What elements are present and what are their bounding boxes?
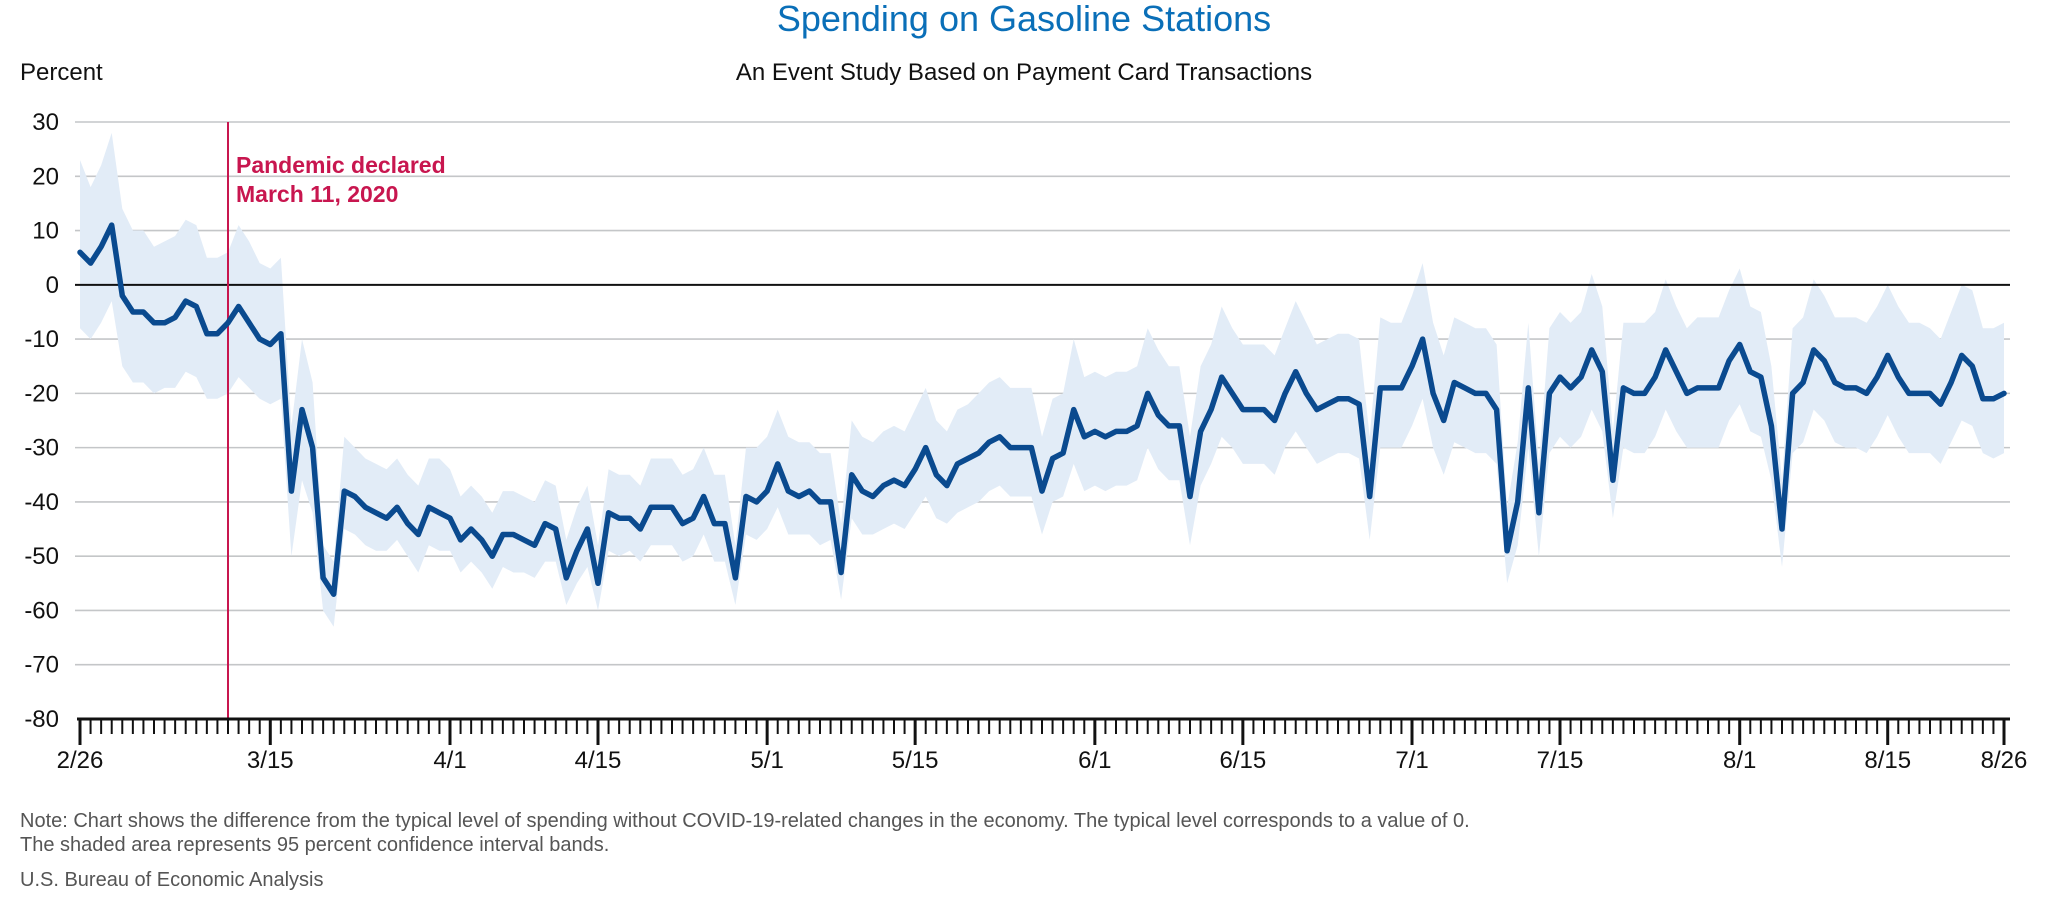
x-tick-label: 4/15: [575, 747, 622, 774]
series-line: [77, 222, 2007, 597]
x-tick-label: 8/1: [1723, 747, 1756, 774]
series-line-layer: [77, 222, 2007, 597]
y-tick-label: 10: [32, 218, 59, 245]
chart-note-line-2: The shaded area represents 95 percent co…: [20, 834, 609, 856]
y-tick-label: 20: [32, 163, 59, 190]
x-tick-label: 4/1: [433, 747, 466, 774]
y-tick-label: -50: [24, 543, 59, 570]
confidence-band: [80, 132, 2004, 627]
x-tick-label: 5/15: [892, 747, 939, 774]
annotation-text: March 11, 2020: [236, 181, 398, 207]
x-tick-label: 8/26: [1981, 747, 2028, 774]
chart-subtitle: An Event Study Based on Payment Card Tra…: [736, 59, 1312, 86]
y-tick-label: -70: [24, 652, 59, 679]
y-tick-label: -10: [24, 326, 59, 353]
y-tick-label: 0: [46, 272, 59, 299]
y-tick-label: -20: [24, 380, 59, 407]
chart-note-line-1: Note: Chart shows the difference from th…: [20, 810, 1470, 832]
x-axis: 2/26 3/15 4/1 4/15 5/1 5/15 6/1 6/15 7/1 7/15 8/1 8…: [57, 717, 2028, 774]
chart-title: Spending on Gasoline Stations: [777, 0, 1271, 39]
y-tick-label: -60: [24, 597, 59, 624]
x-tick-label: 3/15: [247, 747, 294, 774]
x-tick-label: 7/1: [1395, 747, 1428, 774]
y-axis: 30 20 10 0 -10 -20 -30 -40 -50 -60 -70 -80: [24, 109, 59, 733]
x-tick-label: 2/26: [57, 747, 104, 774]
y-tick-label: 30: [32, 109, 59, 136]
chart-source: U.S. Bureau of Economic Analysis: [20, 869, 323, 891]
x-tick-label: 6/1: [1078, 747, 1111, 774]
annotation-text: Pandemic declared: [236, 152, 446, 178]
confidence-band-layer: [80, 132, 2004, 627]
y-tick-label: -30: [24, 435, 59, 462]
y-tick-label: -40: [24, 489, 59, 516]
y-tick-label: -80: [24, 706, 59, 733]
y-axis-title: Percent: [20, 59, 103, 86]
x-tick-label: 7/15: [1537, 747, 1584, 774]
x-tick-label: 8/15: [1864, 747, 1911, 774]
annotation-layer: Pandemic declared March 11, 2020: [227, 122, 446, 719]
x-tick-label: 6/15: [1219, 747, 1266, 774]
x-tick-label: 5/1: [750, 747, 783, 774]
